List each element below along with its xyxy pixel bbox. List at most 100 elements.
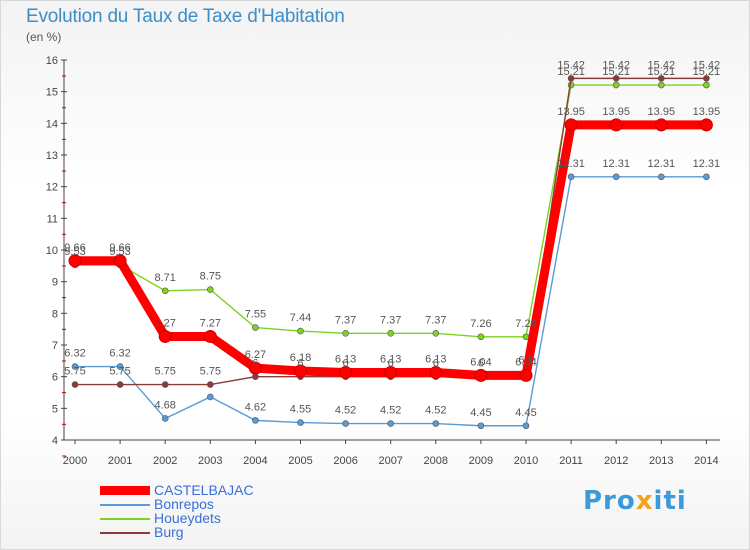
data-point-bonrepos <box>207 393 214 401</box>
data-point-castelbajac <box>429 366 443 380</box>
data-label-bonrepos: 12.31 <box>602 158 630 170</box>
x-tick-label: 2003 <box>198 455 222 467</box>
data-label-burg: 6 <box>297 358 303 370</box>
data-label-burg: 15.42 <box>557 59 585 71</box>
data-label-houeydets: 7.37 <box>380 314 401 326</box>
data-point-bonrepos <box>612 173 620 181</box>
y-tick-label: 7 <box>52 340 58 352</box>
data-point-castelbajac <box>68 254 82 268</box>
legend-label: Houeydets <box>154 510 221 526</box>
data-label-bonrepos: 4.45 <box>515 407 536 419</box>
data-point-houeydets <box>703 81 710 89</box>
data-point-burg <box>703 75 710 82</box>
data-point-houeydets <box>297 327 304 335</box>
data-label-castelbajac: 13.95 <box>648 106 676 118</box>
data-point-houeydets <box>207 286 214 293</box>
data-label-burg: 15.42 <box>648 59 676 71</box>
y-tick-label: 11 <box>47 213 58 225</box>
y-tick-label: 6 <box>52 372 58 384</box>
y-tick-label: 9 <box>52 277 58 289</box>
data-label-burg: 6.1 <box>518 355 533 367</box>
data-label-bonrepos: 4.62 <box>245 401 266 413</box>
legend-item-bonrepos: Bonrepos <box>100 496 400 512</box>
x-tick-label: 2005 <box>288 455 312 467</box>
data-label-burg: 6 <box>388 358 394 370</box>
data-label-castelbajac: 13.95 <box>693 106 721 118</box>
data-label-castelbajac: 9.66 <box>109 242 130 254</box>
data-point-houeydets <box>342 329 349 337</box>
data-label-houeydets: 7.55 <box>245 309 266 321</box>
logo-part-iti: iti <box>653 486 687 516</box>
data-label-houeydets: 8.75 <box>200 271 221 283</box>
data-label-bonrepos: 12.31 <box>648 158 676 170</box>
data-point-houeydets <box>161 287 169 295</box>
data-label-castelbajac: 13.95 <box>602 106 630 118</box>
data-point-bonrepos <box>71 363 79 370</box>
data-point-castelbajac <box>699 118 713 132</box>
data-label-castelbajac: 6.04 <box>515 356 536 368</box>
data-point-bonrepos <box>116 363 124 370</box>
data-label-bonrepos: 12.31 <box>557 158 585 170</box>
y-tick-label: 5 <box>52 403 58 415</box>
data-label-bonrepos: 12.31 <box>693 158 721 170</box>
x-tick-label: 2010 <box>514 455 538 467</box>
data-point-bonrepos <box>522 422 530 430</box>
y-tick-label: 14 <box>46 118 58 130</box>
data-label-castelbajac: 6.27 <box>245 349 266 361</box>
data-label-houeydets: 7.37 <box>425 314 446 326</box>
x-tick-label: 2000 <box>63 455 87 467</box>
x-tick-label: 2001 <box>108 455 132 467</box>
legend-item-castelbajac: CASTELBAJAC <box>100 482 400 498</box>
x-tick-label: 2006 <box>333 455 357 467</box>
data-label-castelbajac: 9.66 <box>64 242 85 254</box>
x-tick-label: 2002 <box>153 455 177 467</box>
data-point-houeydets <box>612 81 620 89</box>
data-label-bonrepos: 4.52 <box>425 405 446 417</box>
data-point-bonrepos <box>342 420 349 427</box>
proxiti-logo: Proxiti <box>583 486 687 516</box>
data-point-bonrepos <box>567 173 575 181</box>
data-point-castelbajac <box>158 329 172 343</box>
data-label-burg: 5.75 <box>109 366 130 378</box>
legend-label: Burg <box>154 524 184 540</box>
data-point-bonrepos <box>297 419 304 426</box>
data-label-houeydets: 8.71 <box>154 272 175 284</box>
legend-item-burg: Burg <box>100 524 400 540</box>
legend-swatch <box>100 532 150 534</box>
x-tick-label: 2013 <box>649 455 673 467</box>
data-label-houeydets: 15.21 <box>602 66 630 78</box>
data-point-castelbajac <box>339 366 353 380</box>
data-label-houeydets: 7.37 <box>335 314 356 326</box>
data-point-houeydets <box>387 329 395 337</box>
data-point-bonrepos <box>252 417 259 424</box>
data-label-castelbajac: 6.13 <box>335 354 356 366</box>
data-label-houeydets: 9.53 <box>109 246 130 258</box>
data-label-castelbajac: 7.27 <box>154 317 175 329</box>
chart-legend: CASTELBAJAC Bonrepos Houeydets Burg <box>100 482 400 540</box>
data-label-castelbajac: 6.18 <box>290 352 311 364</box>
logo-part-x: x <box>635 486 654 516</box>
y-tick-label: 13 <box>46 150 58 162</box>
data-label-houeydets: 15.21 <box>648 66 676 78</box>
data-label-burg: 15.42 <box>693 59 721 71</box>
data-point-houeydets <box>477 333 485 341</box>
data-label-burg: 5.75 <box>64 366 85 378</box>
data-point-bonrepos <box>477 422 485 430</box>
legend-label: CASTELBAJAC <box>154 482 254 498</box>
data-label-burg: 6 <box>252 358 258 370</box>
legend-label: Bonrepos <box>154 496 214 512</box>
data-point-castelbajac <box>384 366 398 380</box>
y-tick-label: 8 <box>52 308 58 320</box>
data-point-bonrepos <box>657 173 665 181</box>
data-label-burg: 15.42 <box>602 59 630 71</box>
data-label-bonrepos: 4.52 <box>380 405 401 417</box>
legend-swatch <box>100 504 150 506</box>
data-point-castelbajac <box>474 368 488 382</box>
data-label-houeydets: 7.26 <box>470 318 491 330</box>
legend-swatch <box>100 518 150 520</box>
x-tick-label: 2014 <box>694 455 718 467</box>
y-tick-label: 12 <box>46 182 58 194</box>
y-tick-label: 15 <box>46 87 58 99</box>
data-point-burg <box>207 381 214 388</box>
